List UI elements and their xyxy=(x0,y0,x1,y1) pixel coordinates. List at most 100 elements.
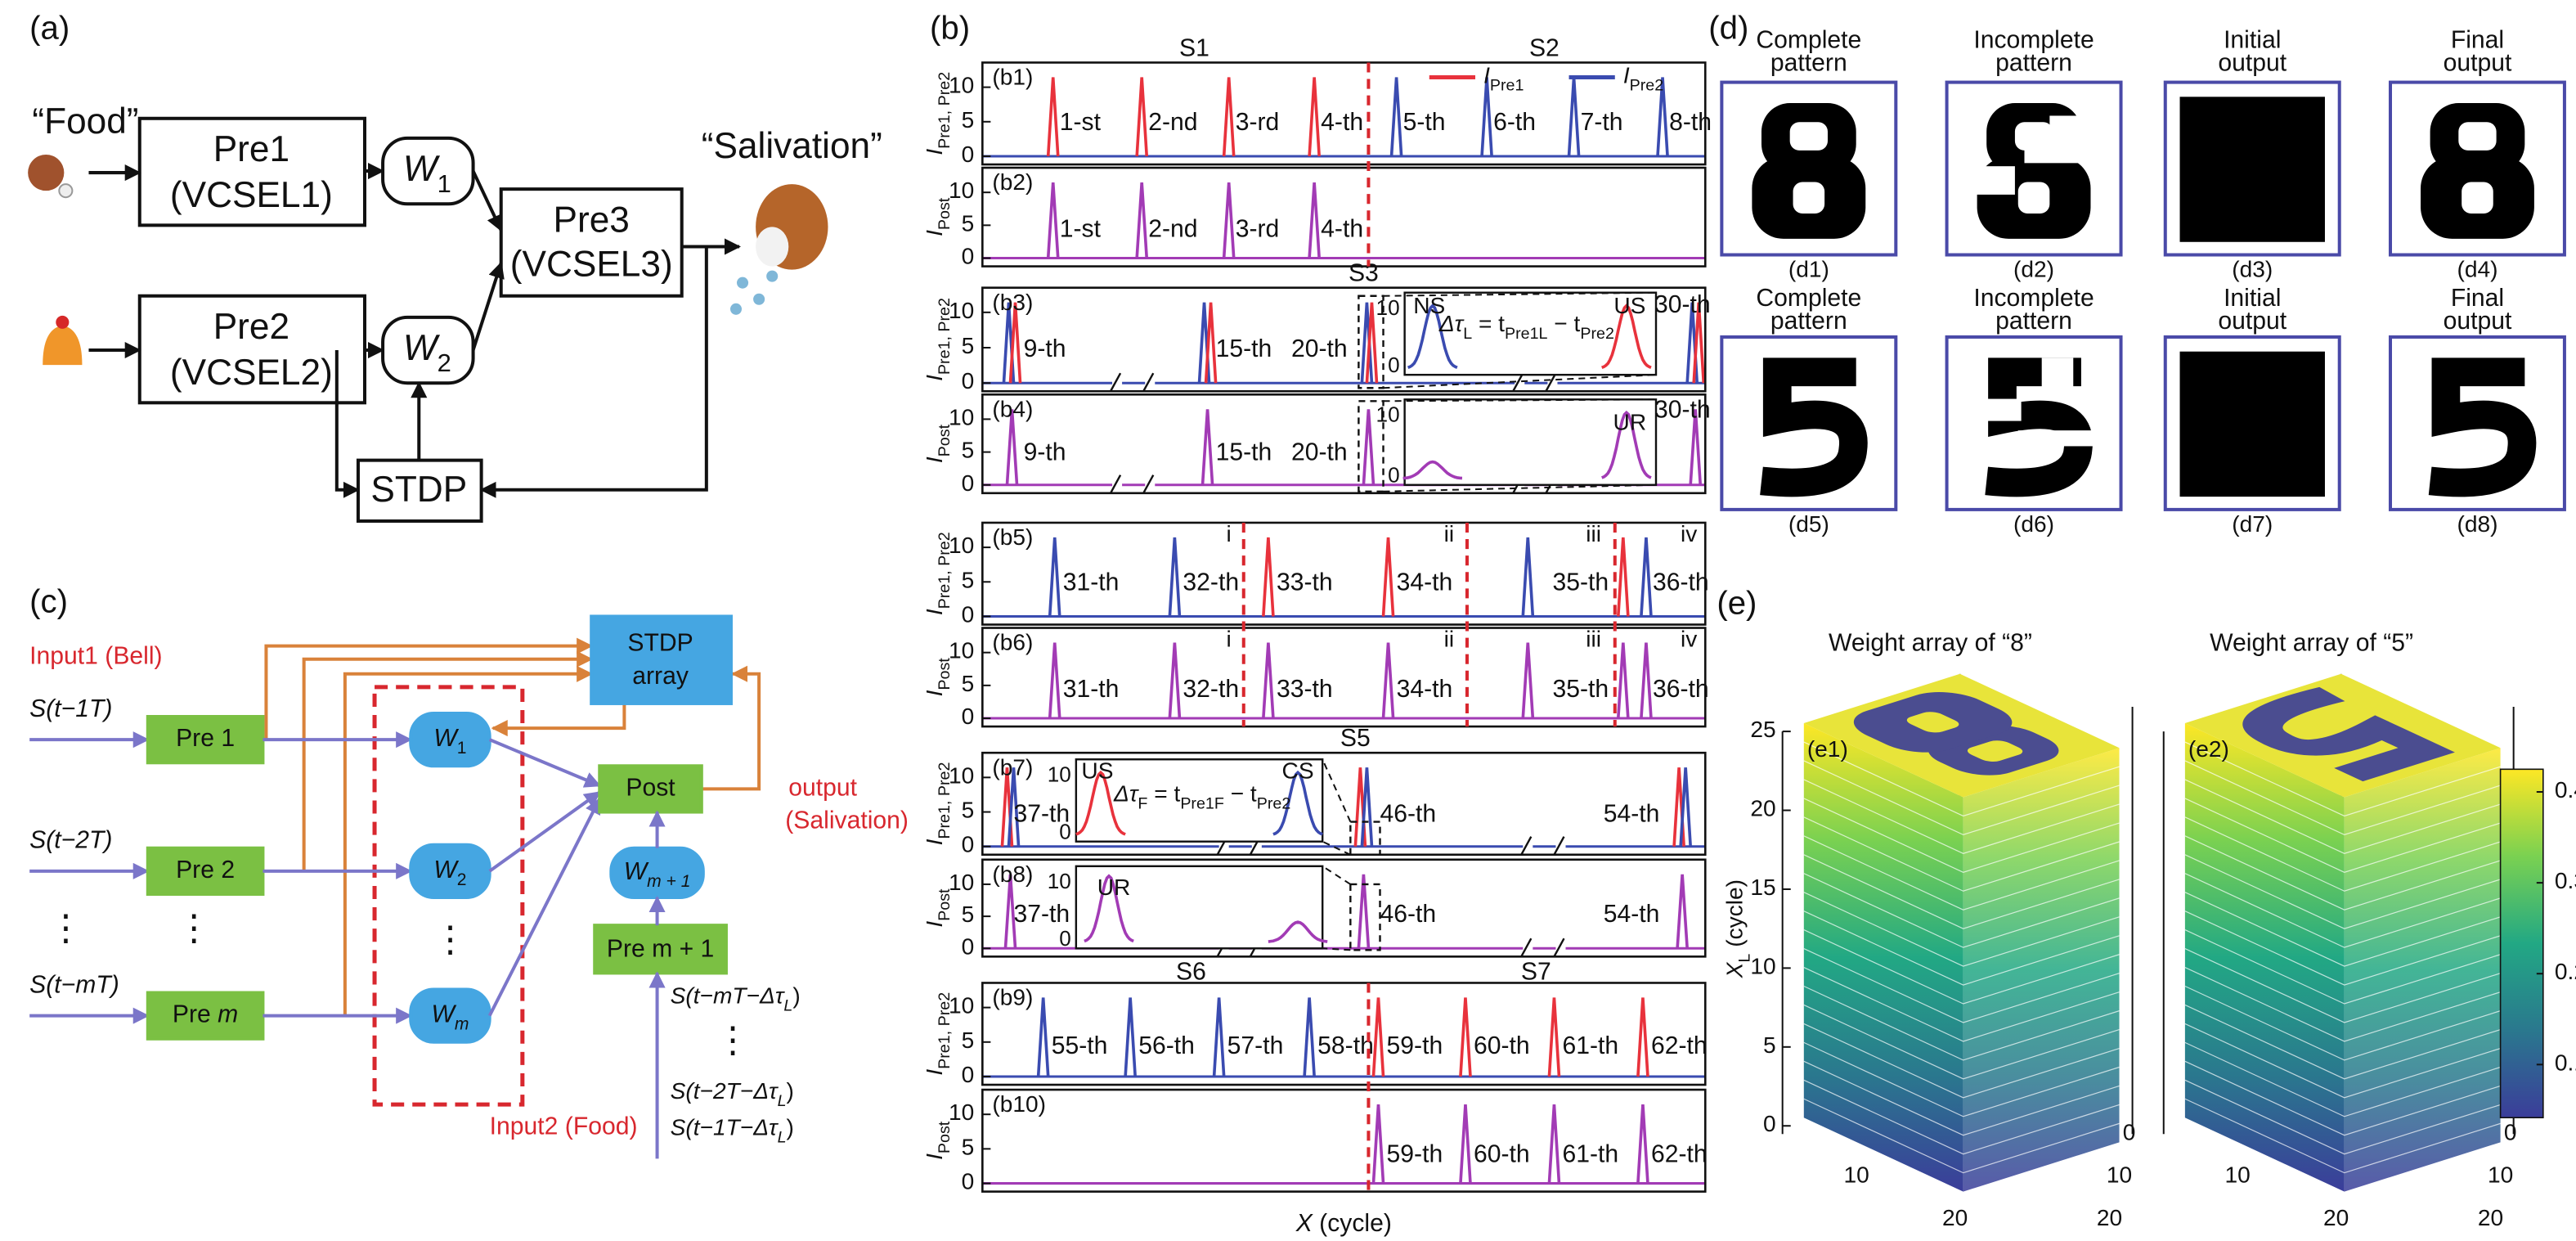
y-tick-label-part: 5 xyxy=(962,1027,975,1053)
stage-label-part: S1 xyxy=(1179,34,1209,61)
z-tick-label: 0 xyxy=(1763,1112,1776,1137)
zoom-box xyxy=(1358,295,1384,389)
y-tick-label-part: 5 xyxy=(962,902,975,928)
inset-pulse xyxy=(1402,460,1463,480)
spike-label-part: 36-th xyxy=(1653,569,1709,596)
pixel-gap xyxy=(1789,122,1828,151)
spike-label: 33-th xyxy=(1277,569,1333,596)
inset-tick-label-part: 0 xyxy=(1388,353,1400,377)
z-tick-label-part: 20 xyxy=(1750,796,1775,821)
panel-label-part: (b) xyxy=(930,9,970,46)
spike-label-part: 3-rd xyxy=(1236,109,1280,136)
zoom-box xyxy=(1358,400,1384,493)
spike-label: 30-th xyxy=(1654,396,1711,423)
pixel-gap xyxy=(1967,740,2023,762)
break-mark xyxy=(1553,937,1565,957)
layer-edge xyxy=(1803,1041,2120,1117)
y-tick-label: 5 xyxy=(962,798,975,823)
break-mark xyxy=(1553,836,1565,856)
plot-tag-part: (e2) xyxy=(2188,737,2229,762)
roman-label: i xyxy=(1227,521,1232,546)
pattern-image xyxy=(2179,351,2325,497)
spike-label-part: 33-th xyxy=(1277,569,1333,596)
stage-label-part: S3 xyxy=(1349,260,1379,287)
layer-edge xyxy=(1803,892,2120,967)
layer-edge xyxy=(1803,741,2120,817)
layer-edge xyxy=(2184,760,2501,836)
inset-formula-part: Δτ xyxy=(1438,311,1465,336)
pattern-title: Complete xyxy=(1756,26,1861,53)
y-tick-label-part: 10 xyxy=(949,533,974,559)
spike-label: 46-th xyxy=(1380,801,1437,828)
roman-label: iv xyxy=(1681,627,1697,652)
pixel-block xyxy=(2179,351,2325,497)
spike-label: 7-th xyxy=(1581,109,1623,136)
stack-right-face xyxy=(2344,748,2501,1192)
pattern-title-part: Final xyxy=(2451,285,2504,312)
y-tick-label-part: 0 xyxy=(2123,1120,2136,1145)
y-axis-label: IPre1, Pre2 xyxy=(922,762,954,846)
pixel-gap xyxy=(2041,357,2074,390)
layer-edge xyxy=(2184,816,2501,892)
y-tick-label-part: 5 xyxy=(962,333,975,358)
y-axis-label-part: I xyxy=(922,839,948,845)
spike-label-part: 34-th xyxy=(1397,676,1453,703)
inset-formula-part: Pre2 xyxy=(1580,325,1614,343)
stage-label: S5 xyxy=(1340,725,1371,752)
stage-label: S3 xyxy=(1349,260,1379,287)
dots-part: ⋮ xyxy=(47,908,83,948)
y-tick-label: 5 xyxy=(962,902,975,928)
row-tag: (b2) xyxy=(992,170,1033,196)
weight-digit xyxy=(1853,692,2059,776)
spike-label: 3-rd xyxy=(1236,215,1280,242)
inset-formula-part: Pre1L xyxy=(1505,325,1548,343)
spike xyxy=(1124,997,1137,1077)
weight-label: W1 xyxy=(403,149,451,198)
weight-label-part: W xyxy=(624,858,649,885)
axes-frame xyxy=(981,286,1707,393)
spike xyxy=(1308,77,1321,157)
pattern-title-part: Initial xyxy=(2224,285,2281,312)
spike-label-part: 20-th xyxy=(1291,335,1348,362)
spike xyxy=(1308,182,1321,259)
stdp-array-box xyxy=(590,614,733,705)
layer-edge xyxy=(2184,911,2501,986)
layer-edge xyxy=(2184,966,2501,1042)
y-tick-label: 5 xyxy=(962,107,975,133)
y-tick-label: 0 xyxy=(962,832,975,857)
y-axis-label: IPre1, Pre2 xyxy=(922,992,954,1076)
roman-label: ii xyxy=(1444,627,1455,652)
box-label: Pre 2 xyxy=(176,857,235,884)
y-axis-label: IPost xyxy=(922,197,954,236)
roman-label-part: iv xyxy=(1681,627,1697,652)
spike xyxy=(1480,77,1493,157)
pixel-gap xyxy=(1973,398,2022,421)
pattern-caption: (d8) xyxy=(2457,511,2497,537)
pattern-title: output xyxy=(2444,308,2512,335)
layer-edge xyxy=(1803,798,2120,873)
pattern-title-part: Incomplete xyxy=(1973,285,2094,312)
spike xyxy=(1262,642,1275,719)
weight-digit-color xyxy=(1853,692,2059,776)
row-tag: (b1) xyxy=(992,65,1033,90)
spike-label: 15-th xyxy=(1216,439,1272,466)
drop-icon xyxy=(737,277,749,289)
weight-label: Wm xyxy=(431,1001,469,1034)
pre3-box xyxy=(499,187,684,298)
axes-frame xyxy=(981,751,1707,857)
inset-tick-label: 0 xyxy=(1059,820,1071,844)
box-label: (VCSEL3) xyxy=(510,244,673,284)
input-signal-part: S(t−2T−Δτ xyxy=(671,1078,779,1104)
layer-edge xyxy=(2184,779,2501,854)
colorbar-tick-label-part: 0.2 xyxy=(2555,960,2576,985)
y-tick-label: 0 xyxy=(962,244,975,269)
input-signal-part: ) xyxy=(787,1115,794,1140)
y-tick-label-part: 10 xyxy=(2107,1162,2132,1188)
pattern-caption-part: (d3) xyxy=(2232,257,2273,282)
box-label-part: Pre m + 1 xyxy=(607,935,714,962)
spike xyxy=(1636,1104,1649,1184)
layer-edge xyxy=(2184,929,2501,1005)
spike xyxy=(1381,642,1395,719)
y-tick-label: 5 xyxy=(962,568,975,593)
spike-label-part: 34-th xyxy=(1397,569,1453,596)
